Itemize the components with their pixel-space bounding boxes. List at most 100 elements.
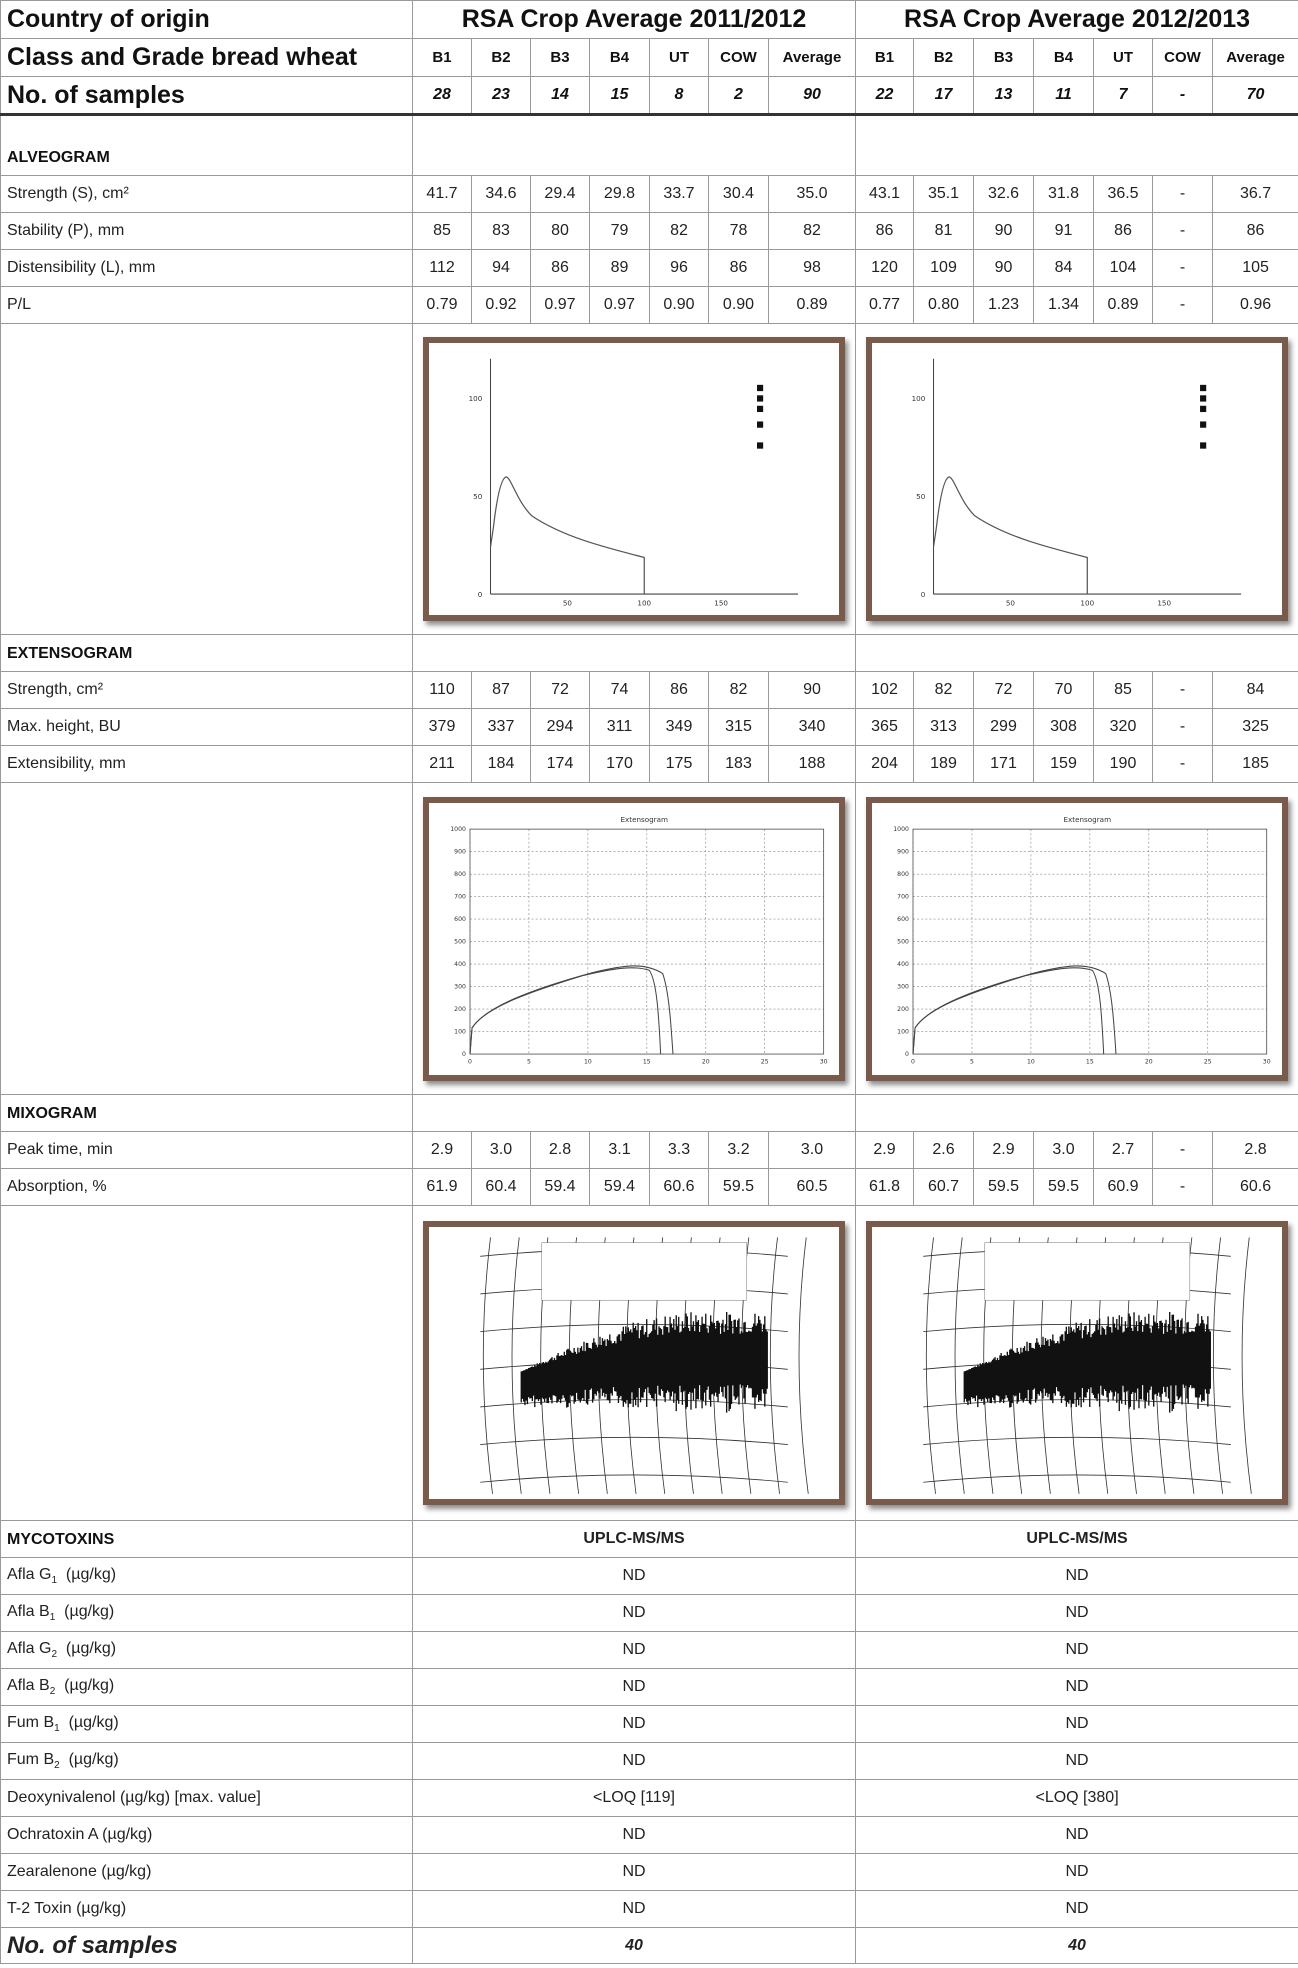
- table-row: Max. height, BU 379 337 294 311 349 315 340 365 3…: [0, 708, 1298, 746]
- table-row: Class and Grade bread wheat B1 B2 B3 B4 UT COW…: [0, 38, 1298, 77]
- table-row: Extensibility, mm 211 184 174 170 175 183 188 20…: [0, 745, 1298, 783]
- blank-cell: [411, 1094, 857, 1132]
- table-row: Peak time, min 2.9 3.0 2.8 3.1 3.3 3.2 3.0 2.9 2.…: [0, 1131, 1298, 1169]
- value-cell: 85: [1093, 671, 1154, 709]
- grade-header: B4: [1033, 38, 1095, 77]
- table-row: Absorption, % 61.9 60.4 59.4 59.4 60.6 59.5 60.…: [0, 1168, 1298, 1206]
- tick-label: 900: [454, 848, 466, 855]
- value-cell: -: [1152, 1168, 1214, 1206]
- value-cell: 1.23: [973, 286, 1035, 324]
- value-cell: 87: [471, 671, 531, 709]
- value-cell: 2.8: [530, 1131, 590, 1169]
- table-row: Afla B1 (µg/kg) ND ND: [0, 1594, 1298, 1632]
- row-label: Distensibility (L), mm: [0, 249, 413, 287]
- value-cell: 59.5: [708, 1168, 769, 1206]
- value-cell: 74: [589, 671, 650, 709]
- value-cell: ND: [855, 1705, 1298, 1743]
- value-cell: 82: [649, 212, 709, 250]
- value-cell: 84: [1033, 249, 1095, 287]
- value-cell: ND: [411, 1853, 857, 1891]
- value-cell: ND: [855, 1816, 1298, 1854]
- tick-label: 700: [454, 893, 466, 900]
- blank-cell: [0, 782, 413, 1095]
- value-cell: ND: [411, 1668, 857, 1706]
- value-cell: 60.6: [649, 1168, 709, 1206]
- value-cell: 61.8: [855, 1168, 915, 1206]
- tick-label: 100: [637, 599, 651, 608]
- legend-box: [757, 405, 764, 413]
- table-row: 0 50 100 50 100 150 0 50 100 50 100 150: [0, 323, 1298, 635]
- value-cell: 174: [530, 745, 590, 783]
- value-cell: 36.5: [1093, 175, 1154, 213]
- tick-label: 300: [897, 983, 909, 990]
- sample-count: 11: [1033, 76, 1095, 116]
- tick-label: 50: [916, 492, 926, 501]
- chart-grid: [923, 1436, 1231, 1446]
- value-cell: 60.7: [913, 1168, 975, 1206]
- curve: [932, 476, 1088, 595]
- value-cell: 59.5: [1033, 1168, 1095, 1206]
- blank-cell: [0, 1205, 413, 1521]
- row-label: Fum B1 (µg/kg): [0, 1705, 413, 1743]
- chart-grid: [925, 1237, 936, 1494]
- value-cell: 0.89: [767, 286, 857, 324]
- value-cell: 0.79: [412, 286, 472, 324]
- blank-cell: [411, 634, 857, 672]
- value-cell: ND: [855, 1853, 1298, 1891]
- toxin-name: Afla G: [7, 1639, 52, 1657]
- chart-grid: [954, 1237, 965, 1494]
- value-cell: 365: [855, 708, 915, 746]
- value-cell: 86: [1212, 212, 1298, 250]
- table-row: No. of samples 40 40: [0, 1927, 1298, 1964]
- table-row: Distensibility (L), mm 112 94 86 89 96 86 98 120…: [0, 249, 1298, 287]
- tick-label: 800: [897, 871, 909, 878]
- value-cell: 0.97: [530, 286, 590, 324]
- value-cell: 211: [412, 745, 472, 783]
- table-row: EXTENSOGRAM: [0, 634, 1298, 672]
- sample-count: 2: [708, 76, 769, 116]
- row-label: Absorption, %: [0, 1168, 413, 1206]
- trace: [963, 1312, 1211, 1413]
- sample-count: 7: [1093, 76, 1154, 116]
- tick-label: 5: [527, 1058, 531, 1065]
- value-cell: 59.4: [530, 1168, 590, 1206]
- value-cell: ND: [855, 1631, 1298, 1669]
- header-label: No. of samples: [0, 76, 413, 116]
- grade-header: B3: [530, 38, 590, 77]
- period-title: RSA Crop Average 2012/2013: [855, 0, 1298, 39]
- value-cell: 105: [1212, 249, 1298, 287]
- value-cell: 315: [708, 708, 769, 746]
- toxin-unit: (µg/kg): [65, 1565, 117, 1583]
- toxin-name: Afla B: [7, 1676, 50, 1694]
- value-cell: -: [1152, 671, 1214, 709]
- toxin-subscript: 1: [49, 1612, 56, 1624]
- value-cell: 84: [1212, 671, 1298, 709]
- value-cell: ND: [411, 1890, 857, 1928]
- graph-cell: Extensogram 0 100 200 300 400 500 600 700 800 900 1…: [411, 782, 857, 1095]
- grade-header: B3: [973, 38, 1035, 77]
- graph-cell: 0 50 100 50 100 150: [411, 323, 857, 635]
- value-cell: 349: [649, 708, 709, 746]
- tick-label: 15: [1086, 1058, 1094, 1065]
- row-label: Ochratoxin A (µg/kg): [0, 1816, 413, 1854]
- sample-count: 14: [530, 76, 590, 116]
- value-cell: 183: [708, 745, 769, 783]
- table-row: Fum B1 (µg/kg) ND ND: [0, 1705, 1298, 1743]
- value-cell: <LOQ [380]: [855, 1779, 1298, 1817]
- graph-frame: [423, 1221, 846, 1505]
- sample-count: 22: [855, 76, 915, 116]
- row-label: No. of samples: [0, 1927, 413, 1964]
- value-cell: 81: [913, 212, 975, 250]
- chart-grid: [480, 1399, 788, 1408]
- tick-label: 25: [761, 1058, 769, 1065]
- value-cell: 0.97: [589, 286, 650, 324]
- value-cell: 59.5: [973, 1168, 1035, 1206]
- value-cell: 91: [1033, 212, 1095, 250]
- tick-label: 700: [897, 893, 909, 900]
- value-cell: 34.6: [471, 175, 531, 213]
- value-cell: 308: [1033, 708, 1095, 746]
- value-cell: 70: [1033, 671, 1095, 709]
- tick-label: 20: [1145, 1058, 1153, 1065]
- value-cell: 110: [412, 671, 472, 709]
- toxin-name: Fum B: [7, 1713, 55, 1731]
